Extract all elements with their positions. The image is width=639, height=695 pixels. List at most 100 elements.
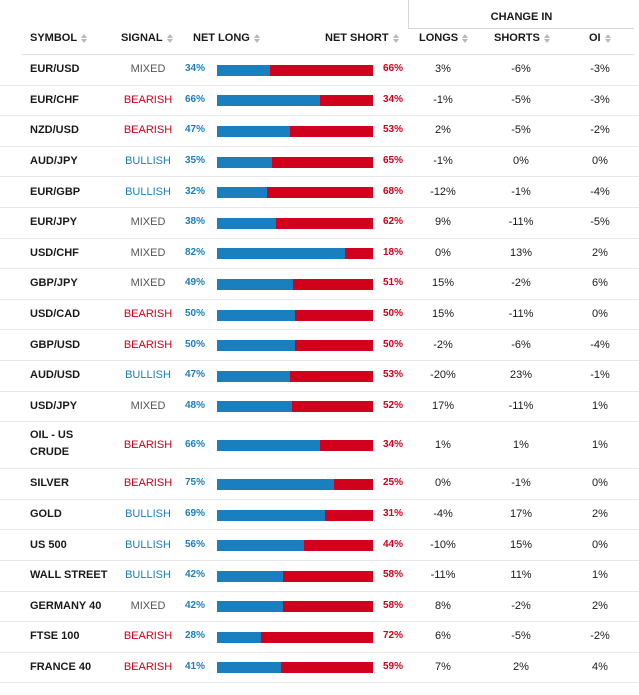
net-short-value: 25% (383, 477, 404, 489)
oi-change-cell: 2% (592, 508, 608, 521)
shorts-change-cell: 15% (509, 538, 533, 551)
header-net-short[interactable]: NET SHORT (325, 30, 399, 46)
net-short-value: 66% (383, 63, 404, 75)
net-long-value: 75% (184, 477, 205, 489)
net-short-value: 53% (383, 369, 404, 381)
symbol-cell: GBP/USD (30, 338, 81, 351)
sentiment-bar-long-fill (217, 278, 294, 290)
oi-change-cell: -3% (590, 63, 610, 76)
header-shorts[interactable]: SHORTS (494, 30, 550, 46)
sentiment-bar-long-fill (217, 509, 325, 521)
signal-cell: BULLISH (125, 508, 171, 521)
table-row: US 500 BULLISH 56% 44% -10% 15% 0% (0, 530, 639, 561)
signal-cell: MIXED (130, 216, 166, 229)
oi-change-cell: 4% (592, 660, 608, 673)
signal-cell: MIXED (130, 63, 166, 76)
net-short-value: 53% (383, 124, 404, 136)
net-long-value: 47% (184, 124, 205, 136)
table-row: AUD/USD BULLISH 47% 53% -20% 23% -1% (0, 361, 639, 392)
signal-cell: BULLISH (125, 569, 171, 582)
shorts-change-cell: -5% (511, 124, 531, 137)
shorts-change-cell: -1% (511, 185, 531, 198)
signal-cell: BULLISH (125, 185, 171, 198)
oi-change-cell: -4% (590, 338, 610, 351)
sentiment-bar (217, 631, 373, 643)
shorts-change-cell: -11% (508, 399, 534, 412)
longs-change-cell: 2% (435, 124, 451, 137)
sentiment-bar (217, 156, 373, 168)
signal-cell: MIXED (130, 277, 166, 290)
longs-change-cell: -1% (433, 155, 453, 168)
symbol-cell: GERMANY 40 (30, 599, 102, 612)
table-row: FRANCE 40 BEARISH 41% 59% 7% 2% 4% (0, 653, 639, 684)
signal-cell: BEARISH (123, 308, 173, 321)
header-longs[interactable]: LONGS (419, 30, 469, 46)
net-long-value: 42% (184, 569, 205, 581)
shorts-change-cell: -6% (511, 338, 531, 351)
sentiment-bar-long-fill (217, 540, 305, 552)
net-long-value: 42% (184, 599, 205, 611)
sentiment-bar-long-fill (217, 631, 261, 643)
oi-change-cell: -1% (590, 369, 610, 382)
oi-change-cell: -5% (590, 216, 610, 229)
sentiment-bar-long-fill (217, 570, 283, 582)
signal-cell: BEARISH (123, 438, 173, 451)
signal-cell: MIXED (130, 246, 166, 259)
oi-change-cell: 1% (592, 438, 608, 451)
oi-change-cell: 0% (592, 308, 608, 321)
header-symbol[interactable]: SYMBOL (30, 30, 88, 46)
symbol-cell: SILVER (30, 477, 69, 490)
signal-cell: BEARISH (123, 477, 173, 490)
table-row: NZD/USD BEARISH 47% 53% 2% -5% -2% (0, 116, 639, 147)
symbol-cell: EUR/USD (30, 63, 80, 76)
signal-cell: BEARISH (123, 660, 173, 673)
shorts-change-cell: -2% (511, 599, 531, 612)
longs-change-cell: -2% (433, 338, 453, 351)
sort-icon (543, 33, 550, 43)
sentiment-bar (217, 125, 373, 137)
header-signal[interactable]: SIGNAL (121, 30, 173, 46)
net-short-value: 34% (383, 438, 404, 450)
header-divider (22, 54, 634, 55)
symbol-cell: WALL STREET (30, 569, 108, 582)
symbol-cell: USD/CAD (30, 308, 81, 321)
sort-icon (462, 33, 469, 43)
net-long-value: 47% (184, 369, 205, 381)
sentiment-bar-long-fill (217, 478, 334, 490)
oi-change-cell: -2% (590, 124, 610, 137)
sentiment-bar-long-fill (217, 125, 291, 137)
shorts-change-cell: -11% (508, 308, 534, 321)
signal-cell: MIXED (130, 399, 166, 412)
sentiment-bar-long-fill (217, 64, 271, 76)
header-net-long[interactable]: NET LONG (193, 30, 260, 46)
oi-change-cell: 2% (592, 246, 608, 259)
longs-change-cell: 15% (431, 277, 455, 290)
shorts-change-cell: -11% (508, 216, 534, 229)
net-long-value: 50% (184, 308, 205, 320)
symbol-cell: FTSE 100 (30, 630, 80, 643)
net-short-value: 52% (383, 399, 404, 411)
table-row: FTSE 100 BEARISH 28% 72% 6% -5% -2% (0, 622, 639, 653)
net-short-value: 62% (383, 216, 404, 228)
sentiment-bar (217, 370, 373, 382)
shorts-change-cell: 11% (510, 569, 532, 582)
net-short-value: 65% (383, 155, 404, 167)
shorts-change-cell: 17% (509, 508, 533, 521)
longs-change-cell: -12% (430, 185, 456, 198)
shorts-change-cell: 23% (509, 369, 533, 382)
symbol-cell: EUR/CHF (30, 93, 79, 106)
net-long-value: 28% (184, 630, 205, 642)
table-row: EUR/CHF BEARISH 66% 34% -1% -5% -3% (0, 86, 639, 117)
sentiment-bar (217, 601, 373, 613)
longs-change-cell: -20% (430, 369, 456, 382)
sentiment-bar-long-fill (217, 662, 281, 674)
net-long-value: 49% (184, 277, 205, 289)
oi-change-cell: 0% (592, 477, 608, 490)
symbol-cell: USD/JPY (30, 399, 78, 412)
header-oi[interactable]: OI (589, 30, 611, 46)
signal-cell: BEARISH (123, 630, 173, 643)
sentiment-bar-long-fill (217, 401, 292, 413)
sentiment-bar (217, 509, 373, 521)
sentiment-bar-long-fill (217, 248, 345, 260)
table-row: USD/CAD BEARISH 50% 50% 15% -11% 0% (0, 300, 639, 331)
